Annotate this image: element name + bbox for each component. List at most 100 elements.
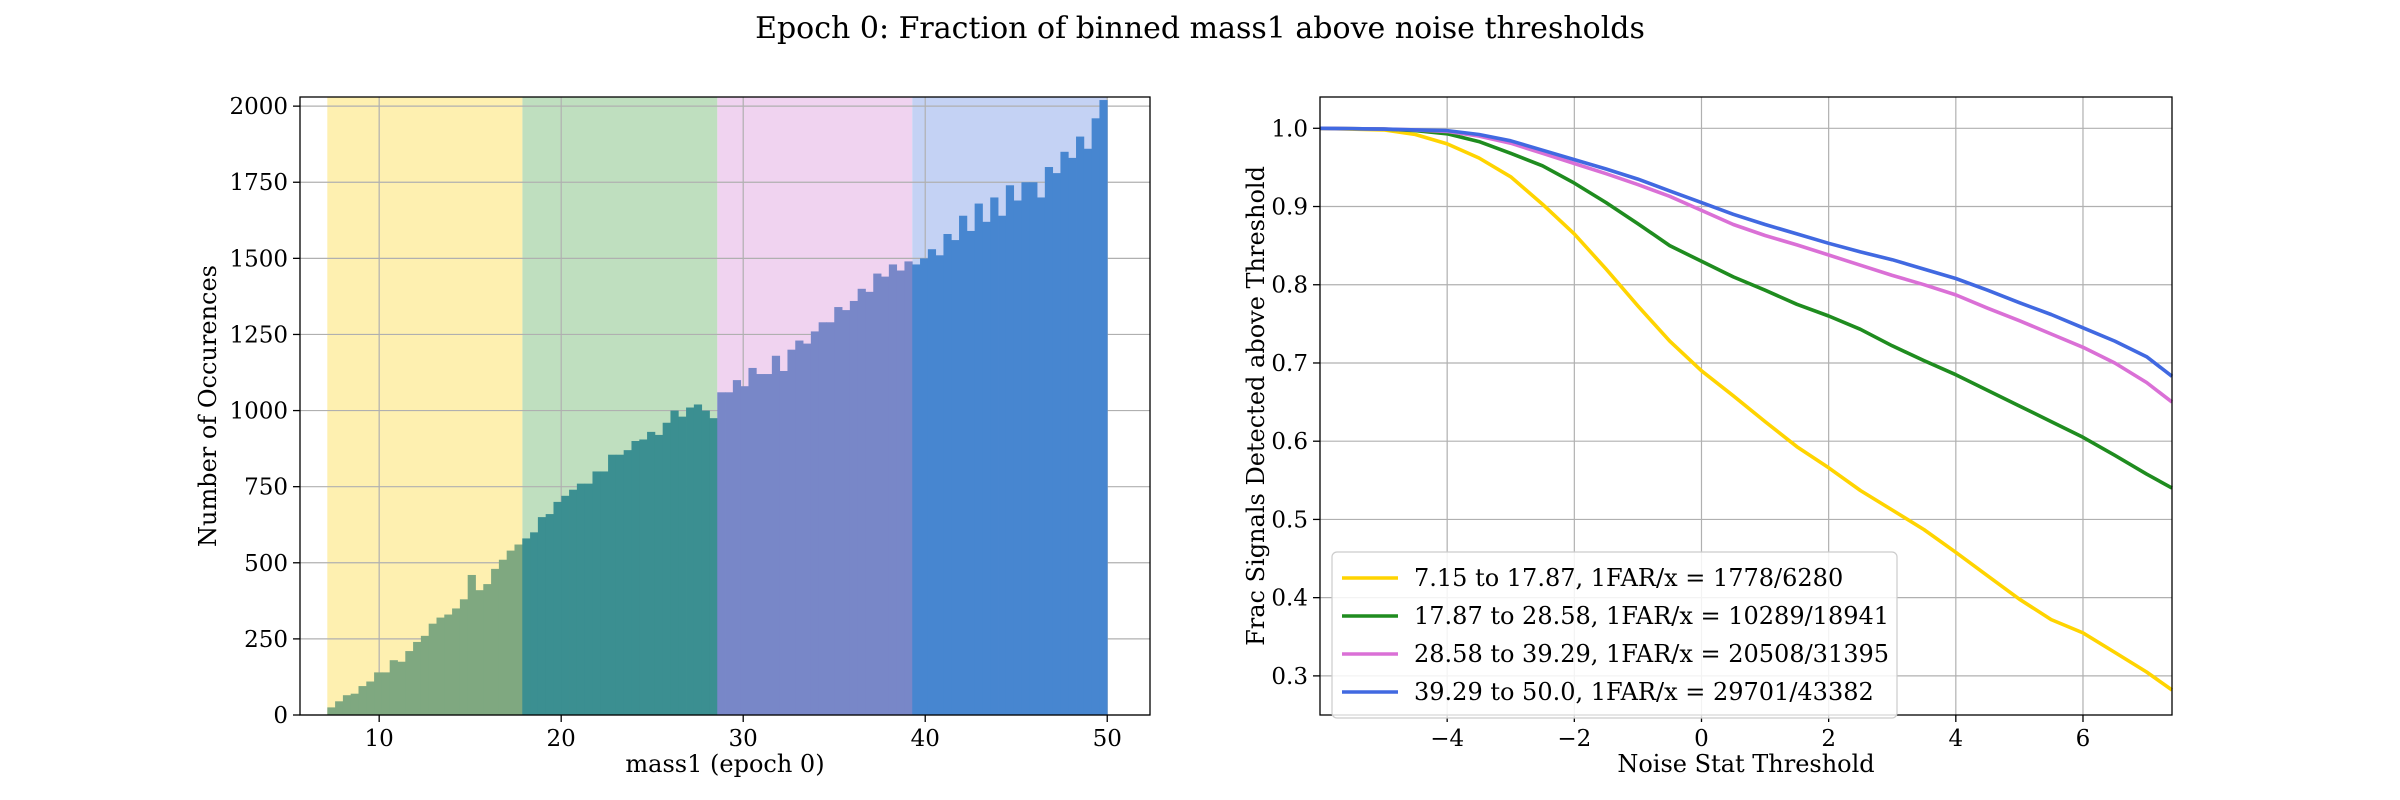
threshold-panel: −4 −2 0 2 4 6 0.3 0.4 0.5 0.6 0.7 0.8 0.9 1.0 Noise S… bbox=[1242, 96, 2174, 778]
histogram-bar bbox=[1060, 151, 1069, 715]
series-line-1 bbox=[1319, 126, 2173, 490]
histogram-y-tick-label: 1250 bbox=[229, 322, 288, 348]
histogram-bar bbox=[1005, 185, 1015, 716]
histogram-bar bbox=[358, 686, 367, 715]
histogram-panel: 10 20 30 40 50025050075010001250150017502000… bbox=[194, 94, 1151, 778]
series-line-0 bbox=[1319, 126, 2174, 692]
histogram-bar bbox=[615, 454, 625, 715]
histogram-bars bbox=[327, 100, 1108, 716]
histogram-bar bbox=[1013, 200, 1022, 715]
histogram-y-tick-label: 1000 bbox=[229, 399, 288, 425]
histogram-bar bbox=[1021, 182, 1030, 715]
histogram-bar bbox=[475, 590, 484, 715]
histogram-bar bbox=[857, 288, 866, 715]
histogram-bar bbox=[522, 538, 531, 715]
histogram-bar bbox=[327, 707, 336, 715]
histogram-bar bbox=[483, 584, 492, 715]
histogram-bar bbox=[959, 215, 968, 715]
histogram-y-tick-label: 0 bbox=[273, 703, 288, 729]
histogram-bar bbox=[374, 672, 383, 715]
histogram-bar bbox=[818, 322, 827, 715]
histogram-bar bbox=[935, 255, 944, 715]
histogram-bar bbox=[849, 300, 859, 715]
histogram-bar bbox=[803, 343, 812, 715]
histogram-bar bbox=[1029, 182, 1038, 715]
histogram-bar bbox=[1091, 118, 1100, 715]
histogram-bar bbox=[459, 599, 469, 715]
histogram-bar bbox=[467, 574, 476, 715]
histogram-bar bbox=[350, 693, 359, 715]
threshold-y-tick-label: 0.9 bbox=[1271, 195, 1308, 221]
histogram-bar bbox=[553, 501, 562, 715]
histogram-bar bbox=[389, 660, 398, 715]
threshold-x-tick-label: 2 bbox=[1821, 726, 1836, 752]
histogram-bar bbox=[420, 635, 430, 715]
legend-label-2: 28.58 to 39.29, 1FAR/x = 20508/31395 bbox=[1414, 640, 1889, 668]
threshold-y-tick-label: 0.4 bbox=[1271, 586, 1308, 612]
histogram-bar bbox=[366, 681, 375, 715]
histogram-bar bbox=[1099, 100, 1108, 716]
histogram-bar bbox=[1076, 136, 1085, 715]
histogram-bar bbox=[756, 374, 765, 715]
histogram-bar bbox=[623, 450, 632, 715]
histogram-bar bbox=[951, 240, 960, 715]
histogram-bar bbox=[787, 349, 796, 715]
histogram-bar bbox=[545, 514, 554, 715]
histogram-y-tick-label: 1500 bbox=[229, 246, 288, 272]
histogram-bar bbox=[982, 221, 991, 715]
threshold-x-label: Noise Stat Threshold bbox=[1617, 750, 1874, 778]
threshold-y-tick-label: 0.7 bbox=[1271, 351, 1308, 377]
legend: 7.15 to 17.87, 1FAR/x = 1778/6280 17.87 t… bbox=[1331, 551, 1898, 719]
histogram-bar bbox=[498, 559, 508, 715]
histogram-bar bbox=[600, 471, 609, 715]
histogram-bar bbox=[452, 608, 461, 715]
histogram-bar bbox=[514, 544, 523, 715]
threshold-y-tick-label: 0.3 bbox=[1271, 664, 1308, 690]
histogram-y-tick-label: 750 bbox=[244, 475, 288, 501]
histogram-bar bbox=[943, 233, 952, 716]
histogram-bar bbox=[748, 367, 757, 715]
histogram-bar bbox=[686, 407, 695, 715]
histogram-bar bbox=[709, 418, 718, 715]
histogram-bar bbox=[592, 471, 601, 715]
histogram-bar bbox=[764, 374, 773, 715]
histogram-bar bbox=[998, 215, 1007, 715]
threshold-y-tick-label: 0.6 bbox=[1271, 429, 1308, 455]
histogram-x-tick-label: 30 bbox=[729, 726, 758, 752]
histogram-bar bbox=[904, 261, 913, 715]
histogram-bar bbox=[912, 264, 921, 715]
histogram-y-label: Number of Occurences bbox=[194, 265, 222, 547]
histogram-bar bbox=[966, 230, 976, 715]
histogram-bar bbox=[771, 355, 781, 715]
threshold-x-tick-label: 4 bbox=[1949, 726, 1964, 752]
histogram-bar bbox=[569, 489, 578, 715]
histogram-bar bbox=[506, 550, 515, 715]
histogram-bar bbox=[779, 370, 788, 715]
histogram-bar bbox=[436, 617, 445, 715]
histogram-bar bbox=[654, 434, 664, 715]
legend-label-0: 7.15 to 17.87, 1FAR/x = 1778/6280 bbox=[1414, 564, 1843, 592]
histogram-bar bbox=[647, 431, 656, 715]
histogram-bar bbox=[561, 495, 570, 715]
histogram-bar bbox=[335, 701, 344, 715]
histogram-bar bbox=[717, 392, 726, 715]
histogram-bar bbox=[1037, 197, 1046, 715]
histogram-bar bbox=[678, 416, 687, 715]
histogram-bar bbox=[826, 322, 835, 715]
histogram-bar bbox=[670, 410, 679, 715]
threshold-y-tick-label: 0.8 bbox=[1271, 273, 1308, 299]
histogram-bar bbox=[873, 273, 882, 715]
histogram-bar bbox=[693, 404, 703, 715]
histogram-frame bbox=[299, 96, 1151, 716]
histogram-bar bbox=[881, 276, 890, 715]
histogram-bar bbox=[584, 483, 593, 715]
legend-box bbox=[1331, 551, 1898, 719]
histogram-bar bbox=[990, 197, 999, 715]
threshold-y-tick-label: 1.0 bbox=[1271, 116, 1308, 142]
histogram-y-tick-label: 500 bbox=[244, 551, 288, 577]
figure-title: Epoch 0: Fraction of binned mass1 above … bbox=[755, 11, 1645, 46]
histogram-x-label: mass1 (epoch 0) bbox=[625, 750, 824, 778]
histogram-y-tick-label: 250 bbox=[244, 627, 288, 653]
